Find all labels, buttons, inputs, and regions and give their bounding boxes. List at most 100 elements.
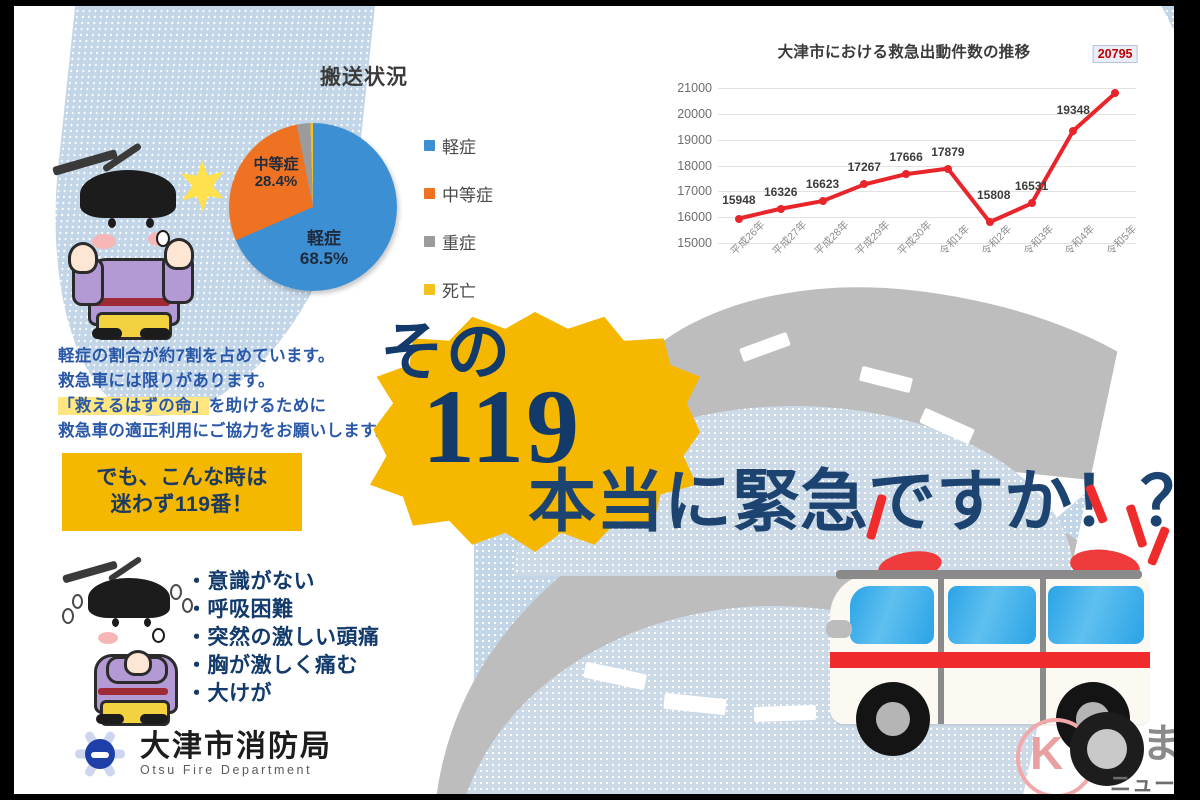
- y-axis-tick: 20000: [677, 106, 712, 121]
- pie-chart-graphic: [229, 123, 397, 291]
- mascot-shoe: [140, 714, 168, 724]
- blurb-line-2: 救急車には限りがあります。: [58, 372, 275, 391]
- mascot-eye: [144, 618, 151, 627]
- pie-slice-percent-keisho: 68.5%: [299, 248, 349, 268]
- gridline: [718, 88, 1136, 89]
- logo-name-en: Otsu Fire Department: [140, 762, 313, 777]
- data-point: [818, 197, 827, 206]
- mascot-sash: [98, 688, 168, 695]
- legend-item: 軽症: [424, 121, 493, 169]
- mascot-hand: [164, 238, 194, 270]
- data-label: 17879: [931, 144, 965, 159]
- data-point: [902, 170, 911, 179]
- legend-label: 死亡: [442, 281, 476, 301]
- otsu-fire-department-logo: 大津市消防局 Otsu Fire Department: [74, 728, 332, 780]
- mascot-cheek: [92, 234, 116, 249]
- legend-swatch-icon: [424, 283, 435, 295]
- blurb-line-4: 救急車の適正利用にご協力をお願いします。: [58, 422, 393, 441]
- data-point: [734, 214, 743, 223]
- pie-slice-name-keisho: 軽症: [307, 229, 341, 248]
- list-item: ・意識がない: [186, 570, 315, 593]
- sweat-drop-icon: [170, 584, 182, 600]
- headline-question: 本当に緊急ですか！？: [528, 464, 1174, 540]
- line-chart: 大津市における救急出動件数の推移 21000 20000 19000 18000 170…: [654, 40, 1154, 320]
- mascot-mouth: [152, 628, 165, 643]
- ambulance-window: [1048, 586, 1144, 644]
- legend-swatch-icon: [424, 139, 435, 151]
- data-label: 16326: [764, 184, 798, 199]
- symptom-list: ・意識がない ・呼吸困難 ・突然の激しい頭痛 ・胸が激しく痛む ・大けが: [186, 568, 380, 708]
- pie-chart: 搬送状況 軽症 68.5% 中等症 28.4% 軽症 中等症 重症: [209, 61, 549, 341]
- legend-item: 中等症: [424, 169, 493, 217]
- legend-label: 中等症: [442, 185, 493, 205]
- data-label: 19348: [1056, 102, 1090, 117]
- watermark-news-text: ニュー: [1110, 773, 1174, 794]
- data-point: [1027, 199, 1036, 208]
- data-label: 17267: [847, 160, 881, 175]
- mascot-eye: [108, 218, 116, 228]
- line-chart-title: 大津市における救急出動件数の推移: [777, 44, 1031, 61]
- gridline: [718, 113, 1136, 115]
- sweat-drop-icon: [62, 608, 74, 624]
- starburst-shape: [370, 312, 700, 552]
- snowflake-icon: [74, 728, 126, 780]
- y-axis-tick: 21000: [677, 81, 712, 95]
- pie-chart-legend: 軽症 中等症 重症 死亡: [424, 121, 493, 313]
- blurb-highlight: 「救えるはずの命」: [58, 397, 209, 416]
- legend-label: 重症: [442, 233, 476, 253]
- watermark-wheel-icon: [1070, 712, 1144, 786]
- pie-slice-percent-chuto: 28.4%: [254, 173, 298, 191]
- watermark-ma-char: ま: [1142, 722, 1174, 766]
- data-label: 20795: [1092, 45, 1138, 64]
- ambulance-wheel: [856, 682, 930, 756]
- ambulance-window: [948, 586, 1036, 644]
- list-item: ・呼吸困難: [186, 597, 294, 621]
- sweat-drop-icon: [182, 598, 193, 613]
- line-series: [736, 91, 1118, 225]
- legend-item: 死亡: [424, 265, 493, 313]
- blurb-line-3: 「救えるはずの命」を助けるために: [58, 394, 392, 419]
- pie-slice-label-chuto: 中等症 28.4%: [230, 156, 322, 191]
- data-point: [1111, 89, 1120, 98]
- headline-number-119: 119: [422, 368, 582, 485]
- pie-chart-title: 搬送状況: [320, 66, 408, 89]
- legend-item: 重症: [424, 217, 493, 265]
- sweat-drop-icon: [72, 594, 83, 609]
- blurb-text: 軽症の割合が約7割を占めています。 救急車には限りがあります。 「救えるはずの命…: [58, 344, 392, 444]
- y-axis-tick: 15000: [677, 236, 712, 250]
- mascot-sash: [92, 298, 170, 306]
- road-dash: [753, 704, 817, 723]
- data-point: [943, 164, 952, 173]
- headline-sono: その: [380, 316, 512, 388]
- y-axis-tick: 18000: [677, 158, 712, 173]
- pie-slice-name-chuto: 中等症: [253, 156, 299, 173]
- logo-name-jp: 大津市消防局: [140, 730, 332, 764]
- mascot-shoe: [140, 328, 170, 339]
- mascot-shoe: [92, 328, 122, 339]
- data-label: 16623: [805, 177, 840, 192]
- snowflake-core: [85, 739, 115, 769]
- legend-label: 軽症: [442, 137, 476, 157]
- legend-swatch-icon: [424, 235, 435, 247]
- list-item: ・胸が激しく痛む: [186, 653, 358, 677]
- data-point: [776, 204, 785, 213]
- mascot-shoe: [96, 714, 124, 724]
- logo-text-block: 大津市消防局 Otsu Fire Department: [140, 731, 332, 777]
- data-label: 16531: [1014, 179, 1049, 194]
- mascot-unwell: [61, 555, 206, 726]
- mascot-surprised: [52, 142, 225, 340]
- ambulance-pillar: [1040, 574, 1046, 724]
- ambulance-roof: [836, 570, 1142, 579]
- data-label: 15948: [722, 192, 756, 207]
- gridline: [718, 243, 1136, 244]
- kuruma-news-watermark: K ま ニュー: [1014, 712, 1174, 794]
- mascot-hair: [80, 170, 176, 218]
- y-axis-tick: 16000: [677, 210, 712, 225]
- ambulance-red-stripe: [830, 652, 1150, 668]
- data-label: 15808: [977, 188, 1011, 203]
- ambulance-mirror: [826, 620, 852, 638]
- y-axis-tick: 19000: [677, 132, 712, 147]
- legend-swatch-icon: [424, 187, 435, 199]
- ambulance-illustration: [820, 534, 1170, 774]
